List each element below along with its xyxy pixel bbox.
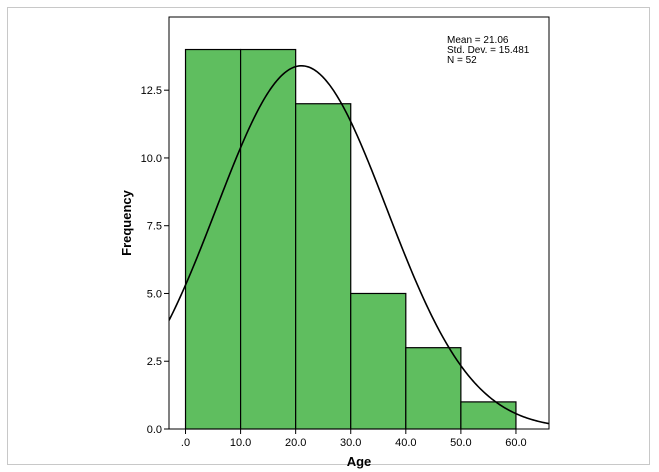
x-tick-label-5: 50.0 [450,437,471,449]
chart-frame [7,7,650,465]
y-tick-label-4: 10.0 [141,153,162,165]
y-tick-label-1: 2.5 [147,356,162,368]
x-tick-label-3: 30.0 [340,437,361,449]
stats-line-1: Std. Dev. = 15.481 [447,45,530,56]
y-axis-label: Frequency [119,189,134,256]
histogram-bar-4 [405,347,462,430]
histogram-bar-5 [460,401,517,430]
histogram-bar-3 [350,292,407,430]
y-tick-label-0: 0.0 [147,424,162,436]
x-axis-label: Age [347,454,372,469]
histogram-bar-2 [295,103,352,430]
y-tick-label-3: 7.5 [147,221,162,233]
x-tick-label-1: 10.0 [230,437,251,449]
y-tick-label-2: 5.0 [147,288,162,300]
y-tick-label-5: 12.5 [141,85,162,97]
normal-curve [169,64,549,425]
histogram-bar-1 [239,48,297,430]
x-tick-label-0: .0 [181,437,190,449]
x-tick-label-4: 40.0 [395,437,416,449]
stats-line-0: Mean = 21.06 [447,35,509,46]
stats-line-2: N = 52 [447,55,477,66]
x-tick-label-2: 20.0 [285,437,306,449]
x-tick-label-6: 60.0 [505,437,526,449]
histogram-bar-0 [184,48,242,430]
